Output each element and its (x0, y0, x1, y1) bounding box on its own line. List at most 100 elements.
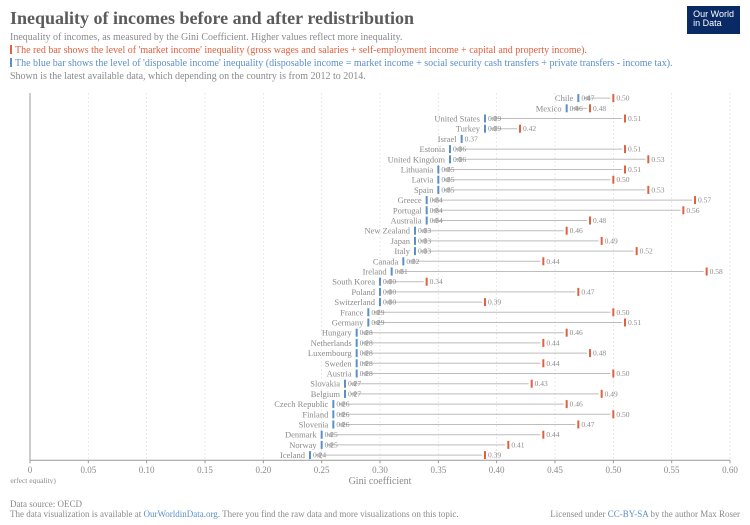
country-label: Ireland (363, 267, 388, 277)
market-value: 0.44 (546, 430, 559, 439)
market-value: 0.44 (546, 359, 559, 368)
footer-license-prefix: Licensed under (550, 509, 607, 519)
disposable-value: 0.35 (441, 175, 454, 184)
footer-license-link[interactable]: CC-BY-SA (608, 509, 649, 519)
footer-license: Licensed under CC-BY-SA by the author Ma… (550, 509, 740, 519)
market-value: 0.39 (488, 298, 501, 307)
x-tick-label: 0.60 (722, 465, 738, 475)
disposable-value: 0.32 (406, 257, 419, 266)
country-label: France (340, 307, 363, 317)
disposable-value: 0.30 (383, 277, 396, 286)
country-label: New Zealand (364, 226, 410, 236)
market-value: 0.34 (430, 277, 443, 286)
market-value: 0.51 (628, 145, 641, 154)
disposable-value: 0.34 (430, 196, 443, 205)
disposable-value: 0.28 (360, 349, 373, 358)
market-value: 0.52 (640, 247, 653, 256)
country-label: South Korea (332, 277, 375, 287)
country-label: Hungary (322, 328, 352, 338)
zero-sub: (perfect equality) (10, 476, 56, 484)
country-label: Estonia (420, 144, 446, 154)
country-label: United Kingdom (388, 154, 446, 164)
disposable-value: 0.31 (395, 267, 408, 276)
disposable-value: 0.36 (453, 145, 466, 154)
disposable-value: 0.25 (325, 440, 338, 449)
market-value: 0.49 (605, 389, 618, 398)
x-tick-label: 0.40 (489, 465, 505, 475)
market-value: 0.46 (570, 328, 583, 337)
country-label: Luxembourg (308, 348, 353, 358)
disposable-value: 0.26 (336, 400, 349, 409)
market-value: 0.51 (628, 165, 641, 174)
subtitle-main: Inequality of incomes, as measured by th… (10, 31, 740, 44)
disposable-value: 0.30 (383, 287, 396, 296)
country-label: Denmark (285, 430, 317, 440)
disposable-value: 0.39 (488, 124, 501, 133)
x-tick-label: 0.15 (197, 465, 213, 475)
subtitle-red-text: The red bar shows the level of 'market i… (15, 45, 587, 56)
disposable-value: 0.47 (581, 94, 594, 103)
country-label: Chile (555, 93, 574, 103)
country-label: United States (434, 114, 480, 124)
x-tick-label: 0.55 (664, 465, 680, 475)
market-value: 0.43 (535, 379, 548, 388)
chart-title: Inequality of incomes before and after r… (10, 8, 740, 29)
disposable-value: 0.28 (360, 369, 373, 378)
disposable-value: 0.34 (430, 216, 443, 225)
market-value: 0.46 (570, 226, 583, 235)
x-tick-label: 0.30 (372, 465, 388, 475)
market-value: 0.51 (628, 114, 641, 123)
disposable-value: 0.29 (371, 318, 384, 327)
footer-source: Data source: OECD (10, 499, 740, 509)
market-value: 0.50 (616, 94, 629, 103)
country-label: Finland (302, 409, 329, 419)
disposable-value: 0.26 (336, 410, 349, 419)
market-value: 0.44 (546, 257, 559, 266)
market-value: 0.48 (593, 349, 606, 358)
x-tick-label: 0.25 (314, 465, 330, 475)
market-value: 0.58 (710, 267, 723, 276)
disposable-value: 0.35 (441, 185, 454, 194)
country-label: Switzerland (334, 297, 375, 307)
country-label: Spain (414, 185, 434, 195)
market-value: 0.56 (686, 206, 699, 215)
disposable-value: 0.33 (418, 247, 431, 256)
country-label: Italy (394, 246, 410, 256)
country-label: Germany (332, 318, 364, 328)
chart-footer: Data source: OECD The data visualization… (10, 499, 740, 519)
legend-pipe-blue (10, 58, 12, 67)
market-value: 0.48 (593, 104, 606, 113)
country-label: Canada (373, 256, 399, 266)
logo-line2: in Data (693, 19, 734, 28)
country-label: Turkey (456, 124, 481, 134)
country-label: Greece (398, 195, 422, 205)
x-tick-label: 0.20 (255, 465, 271, 475)
disposable-value: 0.29 (371, 308, 384, 317)
country-label: Sweden (325, 358, 353, 368)
country-label: Portugal (393, 205, 422, 215)
subtitle-blue: The blue bar shows the level of 'disposa… (10, 57, 740, 70)
market-value: 0.39 (488, 451, 501, 460)
country-label: Australia (390, 216, 421, 226)
country-label: Slovakia (310, 379, 340, 389)
market-value: 0.57 (698, 196, 711, 205)
market-value: 0.50 (616, 175, 629, 184)
country-label: Czech Republic (274, 399, 328, 409)
legend-pipe-red (10, 45, 12, 54)
country-label: Norway (289, 440, 317, 450)
disposable-value: 0.37 (465, 134, 478, 143)
disposable-value: 0.30 (383, 298, 396, 307)
footer-viz-link[interactable]: OurWorldinData.org (143, 509, 217, 519)
market-value: 0.48 (593, 216, 606, 225)
market-value: 0.44 (546, 338, 559, 347)
footer-viz-suffix: . There you find the raw data and more v… (218, 509, 459, 519)
disposable-value: 0.35 (441, 165, 454, 174)
disposable-value: 0.26 (336, 420, 349, 429)
subtitle-red: The red bar shows the level of 'market i… (10, 44, 740, 57)
country-label: Slovenia (299, 420, 329, 430)
disposable-value: 0.28 (360, 338, 373, 347)
x-tick-label: 0.35 (430, 465, 446, 475)
page-root: Our World in Data Inequality of incomes … (0, 0, 750, 525)
subtitle-note: Shown is the latest available data, whic… (10, 70, 740, 83)
country-label: Lithuania (401, 165, 434, 175)
